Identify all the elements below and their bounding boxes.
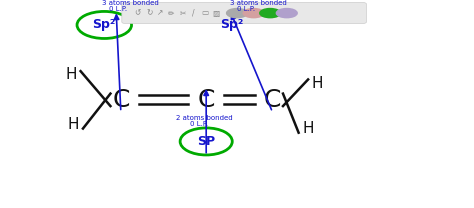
Text: 0 L.P.: 0 L.P. <box>237 6 255 12</box>
Text: H: H <box>65 67 77 82</box>
Text: 3 atoms bonded: 3 atoms bonded <box>102 0 159 6</box>
Text: H: H <box>312 76 323 91</box>
Circle shape <box>260 9 281 18</box>
FancyBboxPatch shape <box>122 2 366 24</box>
Circle shape <box>276 9 297 18</box>
Text: H: H <box>302 121 314 136</box>
Text: 0 L.P.: 0 L.P. <box>109 6 128 12</box>
Text: ✂: ✂ <box>179 9 186 18</box>
Text: Sp²: Sp² <box>220 19 244 31</box>
Text: ▭: ▭ <box>201 9 209 18</box>
Text: 3 atoms bonded: 3 atoms bonded <box>230 0 287 6</box>
Text: ✏: ✏ <box>167 9 174 18</box>
Text: C: C <box>198 88 215 112</box>
Text: ↗: ↗ <box>157 9 164 18</box>
Text: 0 L.P.: 0 L.P. <box>190 121 208 127</box>
Text: C: C <box>112 88 129 112</box>
Circle shape <box>243 9 264 18</box>
Circle shape <box>227 9 247 18</box>
Text: /: / <box>192 9 195 18</box>
Text: SP: SP <box>197 135 215 148</box>
Text: Sp²: Sp² <box>92 19 116 31</box>
Text: C: C <box>264 88 281 112</box>
Text: ↻: ↻ <box>146 9 153 18</box>
Text: H: H <box>68 117 79 132</box>
Text: 2 atoms bonded: 2 atoms bonded <box>175 115 232 120</box>
Text: ↺: ↺ <box>134 9 141 18</box>
Text: ▨: ▨ <box>212 9 219 18</box>
